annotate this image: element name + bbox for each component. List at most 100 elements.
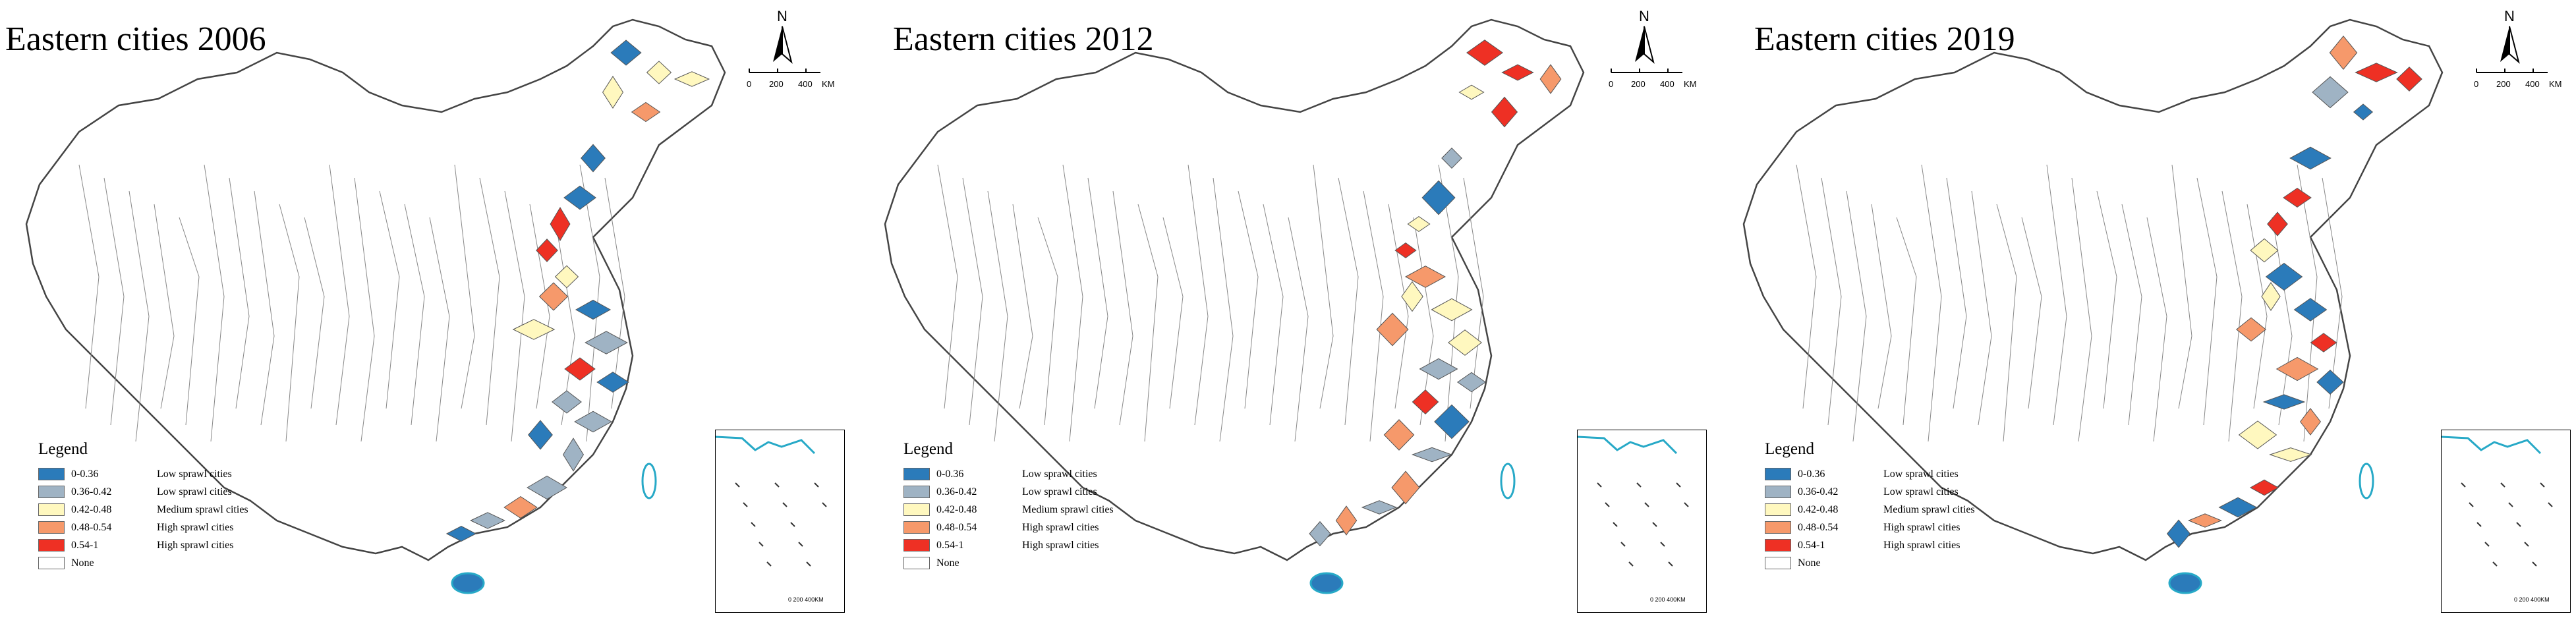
boundary-line [354,177,375,442]
boundary-line [1921,164,1942,442]
boundary-line [129,190,150,442]
city-region [445,525,477,542]
boundary-line [1137,204,1159,442]
legend-item: 0.54-1 High sprawl cities [1765,536,1975,554]
nine-dash-line [2484,542,2490,547]
inset-scale: 0 200 400KM [788,596,824,603]
legend-title: Legend [38,440,88,458]
city-region [2267,212,2288,237]
boundary-line [2096,190,2117,409]
scale-label: 0 [2474,79,2479,89]
legend: Legend 0-0.36 Low sprawl cities 0.36-0.42 L… [38,440,248,572]
boundary-line [279,204,300,442]
nine-dash-line [774,482,780,488]
nine-dash-line [1684,502,1689,507]
nine-dash-line [743,502,748,507]
inset-coastline [2441,436,2542,455]
legend-swatch [38,557,65,569]
city-region [2249,479,2279,496]
legend-range: 0-0.36 [1798,468,1825,480]
boundary-line [2071,177,2092,442]
city-region [1407,215,1431,233]
boundary-line [2046,164,2067,426]
map-panel-2012: Eastern cities 2012 N 0 200 400 KM Legen… [859,0,1717,622]
nine-dash-line [814,482,819,488]
boundary-line [1012,204,1033,409]
legend-label: Low sprawl cities [157,468,232,480]
city-region [1309,521,1331,547]
legend-range: 0.54-1 [71,539,99,551]
boundary-line [404,204,425,426]
legend-swatch [903,503,930,516]
inset-scale: 0 200 400KM [1650,596,1686,603]
city-region [536,239,558,262]
boundary-line [154,204,175,409]
city-region [563,185,596,210]
scale-label: 400 [798,79,813,89]
legend-swatch [903,557,930,569]
legend-item: 0.42-0.48 Medium sprawl cities [903,501,1114,519]
city-region [503,495,538,519]
city-region [2265,262,2303,291]
boundary-line [1238,190,1259,409]
legend-label: High sprawl cities [1883,539,1961,551]
boundary-line [1162,217,1184,409]
legend-range: 0.54-1 [936,539,964,551]
legend-label: High sprawl cities [1022,521,1099,533]
legend-range: 0.54-1 [1798,539,1825,551]
boundary-line [1971,190,1992,426]
city-region [1448,329,1482,356]
legend-range: 0.42-0.48 [71,503,112,515]
legend-swatch [903,468,930,480]
panel-title: Eastern cities 2006 [5,20,266,58]
boundary-line [1388,204,1409,409]
nine-dash-line [2469,502,2474,507]
city-region [1419,358,1458,380]
city-region [1466,40,1503,66]
legend-swatch [903,521,930,534]
nine-dash-line [1636,482,1642,488]
boundary-line [454,164,475,409]
city-region [1501,64,1534,81]
legend-range: 0.48-0.54 [936,521,977,533]
scale-label: KM [1684,79,1697,89]
legend-range: None [936,557,959,569]
legend-label: High sprawl cities [157,539,234,551]
north-arrow: N 0 200 400 KM [741,8,847,113]
city-region [1456,372,1487,393]
nine-dash-line [2516,522,2521,527]
north-letter: N [777,8,787,24]
city-region [2218,497,2258,518]
legend-item: 0.54-1 High sprawl cities [38,536,248,554]
scale-bar: 0 200 400 KM [1603,79,1709,92]
legend-label: Medium sprawl cities [1883,503,1975,515]
legend-item: 0.48-0.54 High sprawl cities [903,519,1114,536]
city-region [2310,333,2337,353]
legend-range: 0.36-0.42 [71,486,112,497]
panel-title: Eastern cities 2012 [893,20,1154,58]
scale-label: 0 [747,79,752,89]
south-china-sea-inset: 0 200 400KM [2441,430,2571,613]
nine-dash-line [2548,502,2553,507]
china-map [884,18,1585,594]
legend-range: 0-0.36 [71,468,99,480]
boundary-line [1288,217,1309,442]
boundary-line [604,177,625,409]
boundary-line [1338,177,1359,426]
north-arrow: N 0 200 400 KM [1603,8,1709,113]
nine-dash-line [1644,502,1649,507]
legend-label: High sprawl cities [1883,521,1961,533]
nine-dash-line [2461,482,2466,488]
scale-label: 200 [2496,79,2511,89]
boundary-line [962,177,983,426]
city-region [1404,266,1446,288]
legend-range: 0.42-0.48 [1798,503,1839,515]
legend-swatch [903,539,930,551]
legend-title: Legend [903,440,953,458]
city-region [2269,447,2312,462]
taiwan-island [1500,463,1516,499]
boundary-line [1996,204,2017,442]
city-region [1394,242,1417,259]
legend-item: 0.42-0.48 Medium sprawl cities [1765,501,1975,519]
legend-label: Low sprawl cities [1883,486,1959,497]
